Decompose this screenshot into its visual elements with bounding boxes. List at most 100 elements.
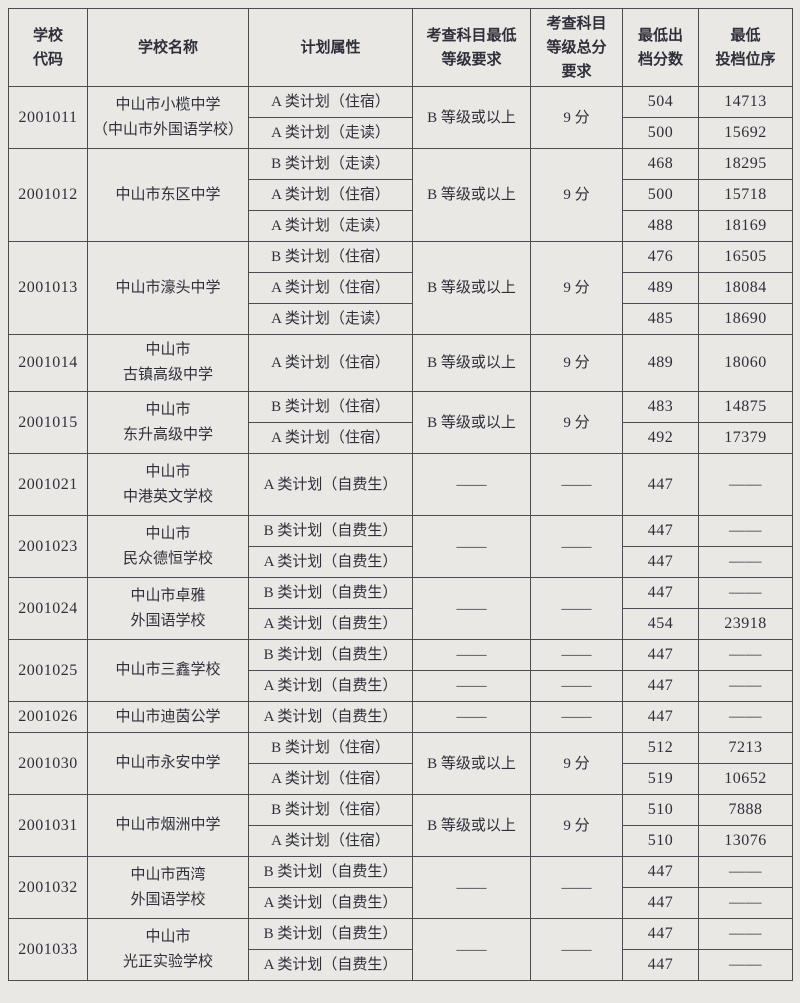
min-score-cell: 510 xyxy=(622,825,699,857)
school-code-cell: 2001021 xyxy=(8,453,88,516)
table-row: A 类计划（自费生） 447 —— xyxy=(9,546,793,578)
score-req-cell: —— xyxy=(530,918,623,981)
min-score-cell: 500 xyxy=(622,179,699,211)
plan-cell: B 类计划（自费生） xyxy=(248,918,413,950)
school-name-line: 中山市 xyxy=(145,401,191,418)
grade-req-cell: B 等级或以上 xyxy=(412,148,531,242)
school-code-cell: 2001024 xyxy=(8,577,88,640)
table-row: 2001021 中山市 中港英文学校 A 类计划（自费生） —— —— 447 … xyxy=(8,453,793,516)
min-score-cell: 447 xyxy=(622,639,699,671)
plan-cell: A 类计划（自费生） xyxy=(248,453,413,516)
min-rank-cell: 18169 xyxy=(698,210,793,242)
page: 学校 代码 学校名称 计划属性 考查科目最低 等级要求 考查科目 等级总分 要求… xyxy=(8,8,793,981)
header-line: 代码 xyxy=(32,50,63,68)
school-code-cell: 2001012 xyxy=(8,148,88,242)
column-header-plan-attribute: 计划属性 xyxy=(248,8,413,87)
table-row: 2001024 中山市卓雅 外国语学校 B 类计划（自费生） —— —— 447… xyxy=(8,577,793,640)
min-score-cell: 488 xyxy=(622,210,699,242)
header-line: 档分数 xyxy=(637,50,683,68)
school-name-cell: 中山市小榄中学 （中山市外国语学校） xyxy=(87,86,249,149)
school-name-line: 东升高级中学 xyxy=(122,426,213,443)
score-req-cell: 9 分 xyxy=(530,86,623,149)
plan-cell: A 类计划（住宿） xyxy=(248,334,413,392)
school-name-cell: 中山市东区中学 xyxy=(87,148,249,242)
school-name-line: 中山市烟洲中学 xyxy=(115,817,221,833)
min-rank-cell: 23918 xyxy=(698,608,793,640)
school-name-line: 中山市 xyxy=(145,342,191,358)
min-rank-cell: —— xyxy=(698,670,793,702)
header-line: 最低 xyxy=(730,26,761,44)
grade-req-cell: B 等级或以上 xyxy=(412,732,531,795)
min-rank-cell: 14713 xyxy=(698,86,793,118)
table-row: 2001014 中山市 古镇高级中学 A 类计划（住宿） B 等级或以上 9 分… xyxy=(8,334,793,392)
min-rank-cell: 17379 xyxy=(698,422,793,454)
table-row: A 类计划（住宿） 519 10652 xyxy=(9,763,793,795)
header-line: 等级总分 xyxy=(546,38,607,56)
table-row: A 类计划（自费生） 454 23918 xyxy=(9,608,793,640)
header-line: 计划属性 xyxy=(300,38,361,56)
school-code-cell: 2001015 xyxy=(8,391,88,454)
school-name-line: 古镇高级中学 xyxy=(122,367,213,383)
plan-cell: A 类计划（走读） xyxy=(248,303,413,335)
plan-cell: A 类计划（住宿） xyxy=(248,422,413,454)
header-line: 学校 xyxy=(32,26,63,44)
table-row: 2001033 中山市 光正实验学校 B 类计划（自费生） —— —— 447 … xyxy=(8,918,793,981)
plan-cell: A 类计划（住宿） xyxy=(248,179,413,211)
score-req-cell: —— xyxy=(530,639,623,671)
min-rank-cell: 14875 xyxy=(698,391,793,423)
school-name-line: 中山市迪茵公学 xyxy=(115,708,221,725)
table-row: A 类计划（走读） 500 15692 xyxy=(9,117,793,149)
min-rank-cell: 18295 xyxy=(698,148,793,180)
school-name-cell: 中山市西湾 外国语学校 xyxy=(87,856,249,919)
plan-cell: A 类计划（住宿） xyxy=(248,763,413,795)
min-rank-cell: 15692 xyxy=(698,117,793,149)
score-req-cell: 9 分 xyxy=(530,334,623,392)
plan-cell: B 类计划（自费生） xyxy=(248,639,413,671)
min-rank-cell: 18084 xyxy=(698,272,793,304)
table-row: A 类计划（走读） 488 18169 xyxy=(9,210,793,242)
header-line: 学校名称 xyxy=(137,38,198,56)
school-code-cell: 2001014 xyxy=(8,334,88,392)
min-score-cell: 447 xyxy=(622,515,699,547)
school-name-cell: 中山市濠头中学 xyxy=(87,241,249,335)
min-score-cell: 492 xyxy=(622,422,699,454)
plan-cell: B 类计划（住宿） xyxy=(248,241,413,273)
min-rank-cell: 7213 xyxy=(698,732,793,764)
admission-score-table: 学校 代码 学校名称 计划属性 考查科目最低 等级要求 考查科目 等级总分 要求… xyxy=(8,8,793,981)
school-name-line: 中山市西湾 xyxy=(130,866,206,883)
school-name-line: 中山市濠头中学 xyxy=(115,279,221,296)
school-code-cell: 2001011 xyxy=(8,86,88,149)
header-line: 最低出 xyxy=(637,26,683,44)
school-name-line: 中山市东区中学 xyxy=(115,186,221,203)
score-req-cell: 9 分 xyxy=(530,794,623,857)
table-row: 2001023 中山市 民众德恒学校 B 类计划（自费生） —— —— 447 … xyxy=(8,515,793,578)
school-code-cell: 2001023 xyxy=(8,515,88,578)
school-code-cell: 2001033 xyxy=(8,918,88,981)
plan-cell: B 类计划（自费生） xyxy=(248,515,413,547)
min-score-cell: 447 xyxy=(622,670,699,702)
score-req-cell: —— xyxy=(530,453,623,516)
min-score-cell: 489 xyxy=(622,334,699,392)
plan-cell: A 类计划（住宿） xyxy=(248,272,413,304)
school-name-line: 中山市 xyxy=(145,928,191,945)
plan-cell: A 类计划（走读） xyxy=(248,210,413,242)
grade-req-cell: —— xyxy=(412,670,531,702)
min-score-cell: 447 xyxy=(622,918,699,950)
min-score-cell: 447 xyxy=(622,887,699,919)
plan-cell: B 类计划（自费生） xyxy=(248,577,413,609)
school-name-line: 光正实验学校 xyxy=(122,953,213,970)
school-name-cell: 中山市 古镇高级中学 xyxy=(87,334,249,392)
school-name-line: 中港英文学校 xyxy=(122,488,213,505)
score-req-cell: —— xyxy=(530,670,623,702)
grade-req-cell: —— xyxy=(412,577,531,640)
school-code-cell: 2001013 xyxy=(8,241,88,335)
school-code-cell: 2001032 xyxy=(8,856,88,919)
school-code-cell: 2001031 xyxy=(8,794,88,857)
school-name-line: 外国语学校 xyxy=(130,612,206,629)
min-score-cell: 489 xyxy=(622,272,699,304)
min-rank-cell: —— xyxy=(698,453,793,516)
school-name-line: 中山市 xyxy=(145,463,191,480)
table-row: A 类计划（走读） 485 18690 xyxy=(9,303,793,335)
table-row: 2001031 中山市烟洲中学 B 类计划（住宿） B 等级或以上 9 分 51… xyxy=(8,794,793,857)
min-rank-cell: —— xyxy=(698,515,793,547)
